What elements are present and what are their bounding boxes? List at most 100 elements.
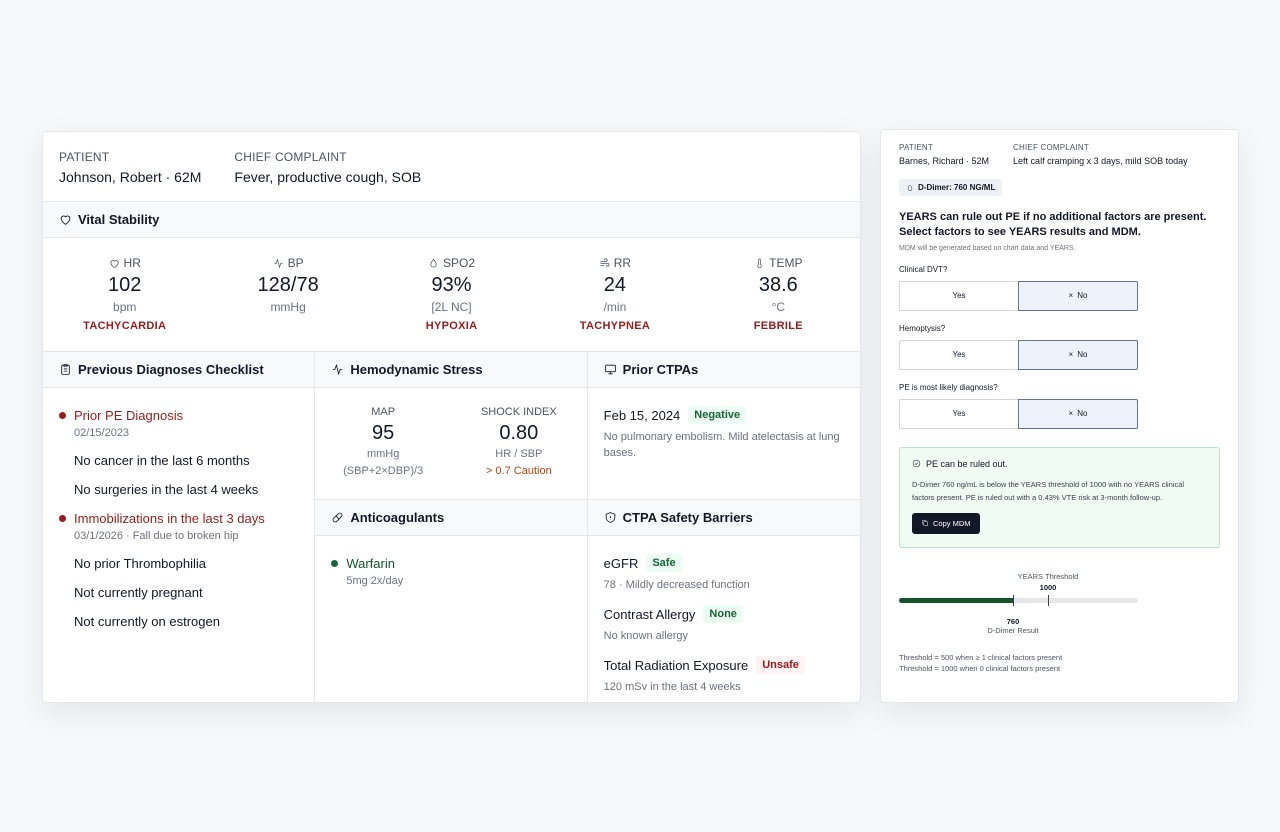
patient-label: PATIENT	[899, 143, 933, 152]
threshold-label: YEARS Threshold 1000	[1017, 572, 1079, 592]
vital-label: HR	[123, 256, 141, 270]
hemodynamic-metrics: MAP 95 mmHg (SBP+2×DBP)/3 SHOCK INDEX 0.…	[315, 388, 587, 500]
threshold-label-text: YEARS Threshold	[1017, 571, 1079, 581]
yes-no-toggle: Yes × No	[899, 280, 1138, 311]
anticoagulant-dose: 5mg 2x/day	[346, 575, 404, 587]
shield-icon	[605, 512, 615, 523]
question-pe-likely: PE is most likely diagnosis? Yes × No	[899, 383, 1220, 429]
anticoagulant-name: Warfarin	[346, 556, 395, 571]
list-item: No surgeries in the last 4 weeks	[59, 482, 298, 497]
close-icon: ×	[1068, 350, 1074, 359]
checklist-item-text: Not currently on estrogen	[74, 614, 220, 629]
vital-unit: mmHg	[270, 300, 306, 314]
vital-spo2: SPO2 93% [2L NC] HYPOXIA	[370, 238, 533, 351]
vital-unit: °C	[771, 300, 786, 314]
vitals-row: HR 102 bpm TACHYCARDIA BP 128/78 mmHg SP…	[43, 238, 860, 352]
drop-icon	[430, 258, 437, 267]
detail-grid: Previous Diagnoses Checklist Prior PE Di…	[43, 352, 860, 702]
map-metric: MAP 95 mmHg (SBP+2×DBP)/3	[315, 406, 451, 499]
copy-mdm-button[interactable]: Copy MDM	[912, 512, 980, 534]
activity-icon	[332, 363, 343, 376]
pill-icon	[332, 512, 343, 523]
list-item: Prior PE Diagnosis 02/15/2023	[59, 408, 298, 439]
yes-button[interactable]: Yes	[899, 339, 1018, 370]
yes-label: Yes	[952, 409, 966, 418]
question-label: PE is most likely diagnosis?	[899, 382, 998, 392]
vital-stability-title: Vital Stability	[78, 212, 160, 227]
years-note: MDM will be generated based on chart dat…	[899, 244, 1076, 252]
checklist-item-text: Immobilizations in the last 3 days	[74, 511, 265, 526]
no-label: No	[1077, 291, 1088, 300]
yes-button[interactable]: Yes	[899, 398, 1018, 429]
list-item: No prior Thrombophilia	[59, 556, 298, 571]
shock-index-unit: HR / SBP	[495, 448, 543, 460]
ctpa-entry: Feb 15, 2024 Negative No pulmonary emboli…	[587, 388, 860, 500]
map-label: MAP	[371, 406, 396, 418]
patient-name: Barnes, Richard · 52M	[899, 156, 990, 166]
result-body: D-Dimer 760 ng/mL is below the YEARS thr…	[912, 479, 1185, 502]
checklist-item-sub: 02/15/2023	[74, 427, 130, 439]
ctpa-description: No pulmonary embolism. Mild atelectasis …	[603, 431, 840, 459]
vital-value: 24	[603, 274, 627, 296]
no-label: No	[1077, 409, 1088, 418]
checklist-header: Previous Diagnoses Checklist	[43, 352, 315, 388]
patient-name: Johnson, Robert · 62M	[59, 169, 202, 185]
yes-button[interactable]: Yes	[899, 280, 1018, 311]
result-value: 760	[1006, 616, 1020, 626]
no-button[interactable]: × No	[1018, 398, 1138, 429]
barrier-detail: 120 mSv in the last 4 weeks	[603, 681, 741, 693]
anticoagulants-header: Anticoagulants	[315, 500, 587, 536]
chief-complaint-value: Left calf cramping x 3 days, mild SOB to…	[1013, 156, 1188, 166]
yes-no-toggle: Yes × No	[899, 339, 1138, 370]
question-hemoptysis: Hemoptysis? Yes × No	[899, 324, 1220, 370]
chief-complaint-value: Fever, productive cough, SOB	[234, 169, 422, 185]
list-item: Contrast Allergy None No known allergy	[604, 605, 844, 644]
ctpa-header: Prior CTPAs	[587, 352, 860, 388]
status-badge: None	[703, 605, 743, 623]
hemodynamic-header: Hemodynamic Stress	[315, 352, 587, 388]
safety-barriers-title: CTPA Safety Barriers	[622, 510, 753, 525]
question-label: Clinical DVT?	[899, 264, 948, 274]
list-item: Total Radiation Exposure Unsafe 120 mSv i…	[604, 656, 844, 695]
ctpa-panel: Prior CTPAs Feb 15, 2024 Negative No pulm…	[587, 352, 860, 702]
ctpa-date: Feb 15, 2024	[603, 407, 681, 423]
years-instructions: YEARS can rule out PE if no additional f…	[899, 210, 1207, 238]
clipboard-icon	[61, 364, 70, 375]
vital-hr: HR 102 bpm TACHYCARDIA	[43, 238, 206, 351]
vital-label: BP	[287, 256, 304, 270]
list-item: Warfarin 5mg 2x/day	[331, 556, 570, 587]
no-button[interactable]: × No	[1018, 339, 1138, 370]
drop-icon	[907, 184, 913, 191]
ddimer-fill	[899, 597, 1013, 603]
chief-complaint-label: CHIEF COMPLAINT	[234, 150, 347, 164]
yes-no-toggle: Yes × No	[899, 398, 1138, 429]
ctpa-title: Prior CTPAs	[622, 362, 699, 377]
vital-value: 93%	[431, 274, 472, 296]
yes-label: Yes	[952, 291, 966, 300]
list-item: Not currently pregnant	[59, 585, 298, 600]
vital-unit: /min	[603, 300, 627, 314]
vital-rr: RR 24 /min TACHYPNEA	[533, 238, 696, 351]
hemodynamic-title: Hemodynamic Stress	[350, 362, 483, 377]
no-button[interactable]: × No	[1018, 280, 1138, 311]
vital-label: TEMP	[769, 256, 803, 270]
hemodynamic-panel: Hemodynamic Stress MAP 95 mmHg (SBP+2×DB…	[315, 352, 588, 702]
copy-icon	[922, 520, 928, 526]
threshold-track	[899, 594, 1138, 606]
checklist: Prior PE Diagnosis 02/15/2023 No cancer i…	[43, 388, 314, 629]
status-badge: Unsafe	[756, 656, 805, 674]
map-formula: (SBP+2×DBP)/3	[343, 465, 424, 477]
barrier-name: Contrast Allergy	[603, 606, 696, 622]
barrier-name: Total Radiation Exposure	[603, 657, 749, 673]
checklist-item-text: No prior Thrombophilia	[74, 556, 206, 571]
checklist-title: Previous Diagnoses Checklist	[78, 362, 264, 377]
checklist-item-text: Prior PE Diagnosis	[74, 408, 184, 423]
monitor-icon	[604, 364, 616, 375]
vital-label: SPO2	[443, 256, 476, 270]
thermometer-icon	[757, 258, 762, 268]
checklist-item-text: No surgeries in the last 4 weeks	[74, 482, 259, 497]
copy-mdm-label: Copy MDM	[933, 518, 971, 528]
activity-icon	[273, 258, 283, 268]
checklist-item-text: Not currently pregnant	[74, 585, 203, 600]
safety-barriers-list: eGFR Safe 78 · Mildly decreased function …	[588, 536, 860, 695]
